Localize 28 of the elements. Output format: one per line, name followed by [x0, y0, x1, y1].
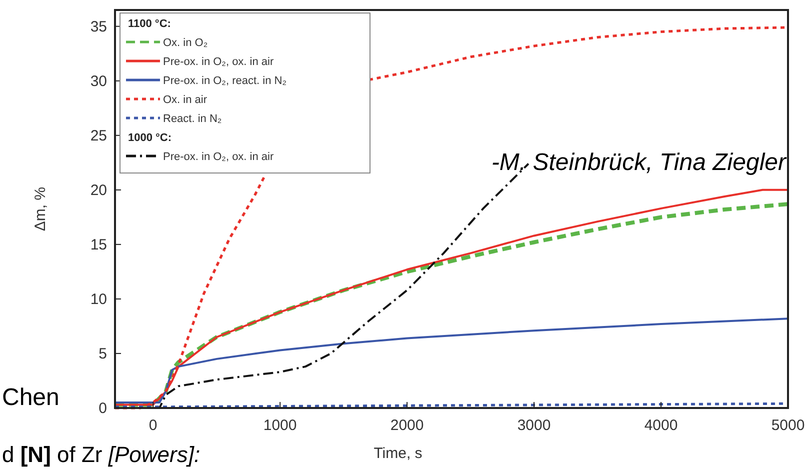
y-tick-label: 35: [90, 18, 107, 36]
legend-title: 1100 °C:: [128, 18, 171, 30]
x-tick-label: 2000: [390, 417, 424, 434]
legend-label: Pre-ox. in O₂, react. in N₂: [163, 75, 286, 87]
y-tick-label: 15: [90, 236, 107, 254]
text: d [N] of Zr [Powers]:: [2, 442, 200, 467]
y-tick-label: 25: [90, 127, 107, 144]
y-tick-label: 20: [90, 182, 107, 199]
legend-label: React. in N₂: [163, 113, 222, 125]
y-tick-label: 5: [98, 345, 107, 362]
line-series: [114, 318, 789, 404]
legend-label: Pre-ox. in O₂, ox. in air: [163, 151, 274, 163]
x-tick-label: 4000: [644, 417, 678, 434]
text: Chen: [2, 384, 60, 411]
annotation: 1000 °C:: [128, 132, 172, 144]
y-tick-label: 30: [90, 72, 107, 90]
x-tick-label: 1000: [263, 417, 297, 434]
legend-label: Ox. in O₂: [163, 37, 208, 49]
y-tick-label: 0: [98, 400, 107, 417]
legend-label: Ox. in air: [163, 94, 208, 106]
x-tick-label: 5000: [771, 417, 805, 434]
y-tick-label: 10: [90, 290, 107, 308]
x-axis-title: Time, s: [374, 445, 422, 462]
annotation: -M. Steinbrück, Tina Ziegler: [491, 149, 787, 176]
y-axis-title: Δm, %: [32, 186, 49, 232]
x-tick-label: 0: [148, 417, 158, 434]
legend-label: Pre-ox. in O₂, ox. in air: [163, 56, 274, 68]
x-tick-label: 3000: [517, 417, 551, 434]
